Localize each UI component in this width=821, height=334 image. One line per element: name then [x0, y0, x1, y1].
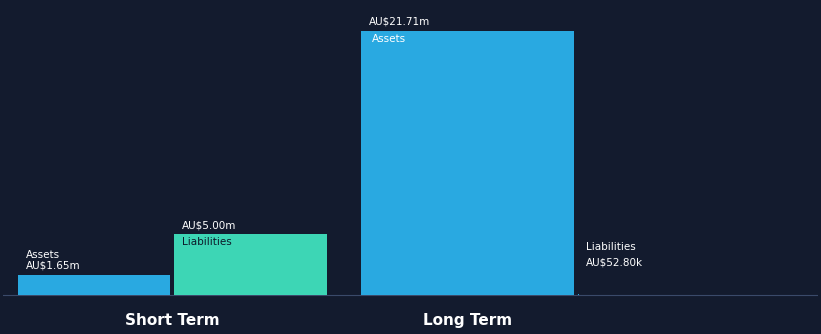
- Text: Long Term: Long Term: [423, 313, 512, 328]
- Text: AU$1.65m: AU$1.65m: [25, 261, 80, 271]
- Text: AU$52.80k: AU$52.80k: [585, 258, 643, 268]
- Text: Assets: Assets: [25, 250, 60, 260]
- Text: AU$5.00m: AU$5.00m: [182, 220, 236, 230]
- Bar: [174, 234, 327, 295]
- Text: AU$21.71m: AU$21.71m: [369, 17, 430, 27]
- Text: Short Term: Short Term: [125, 313, 220, 328]
- Bar: [361, 31, 575, 295]
- Bar: [18, 275, 171, 295]
- Text: Liabilities: Liabilities: [182, 237, 232, 247]
- Text: Liabilities: Liabilities: [585, 242, 635, 252]
- Text: Assets: Assets: [373, 34, 406, 44]
